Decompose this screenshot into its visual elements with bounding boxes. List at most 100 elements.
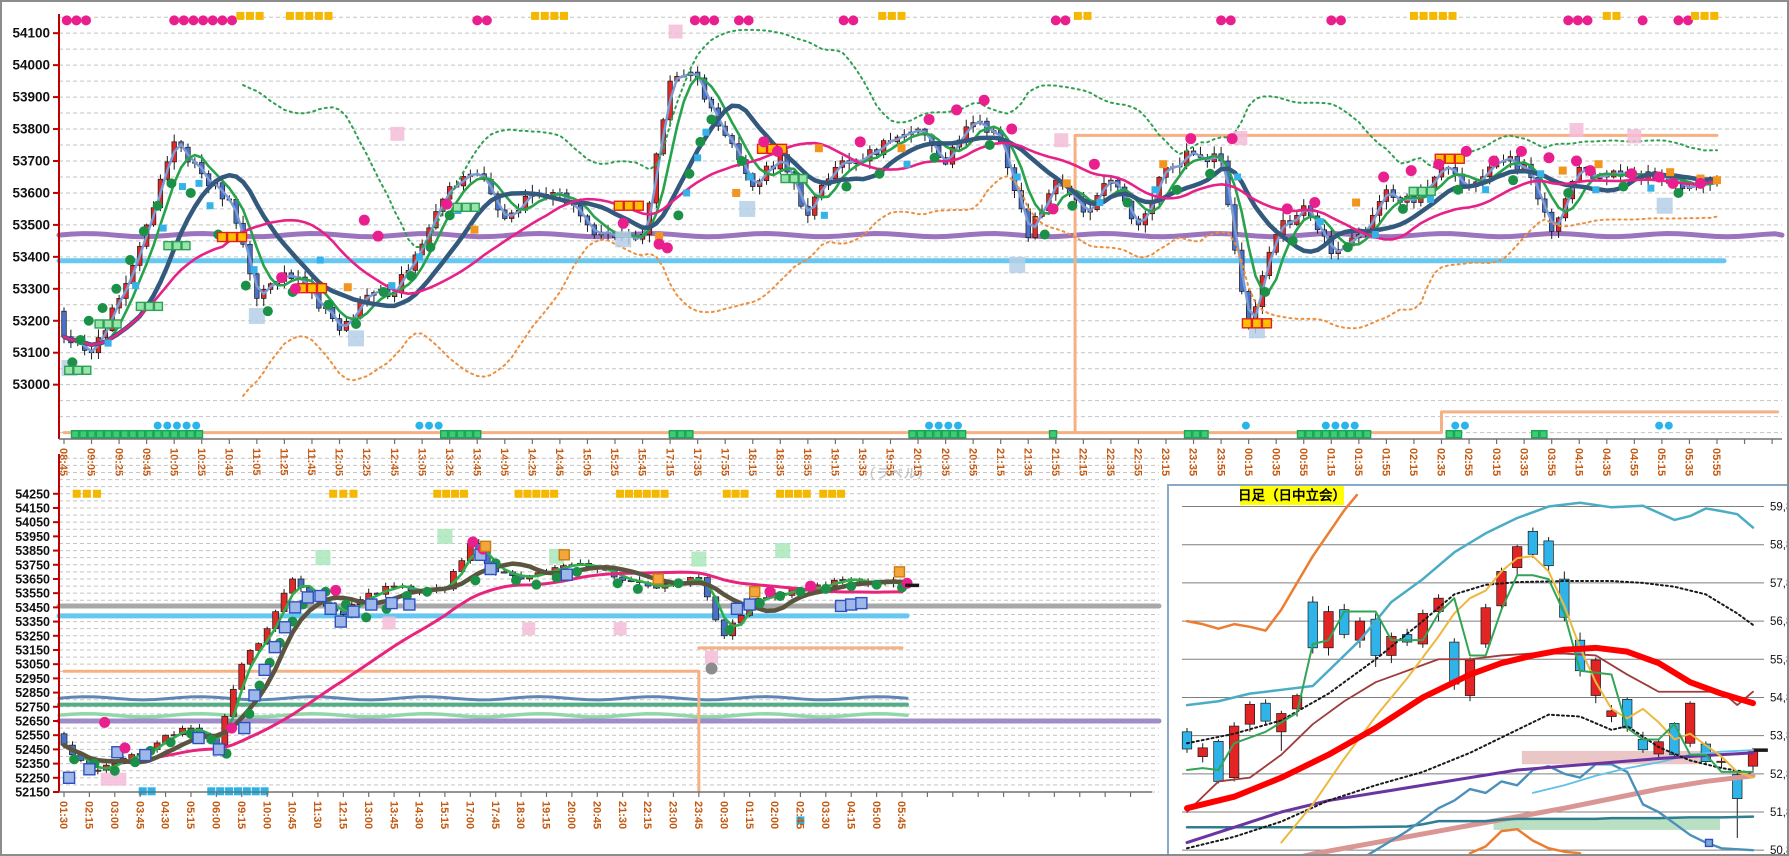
svg-text:53600: 53600: [12, 185, 50, 200]
svg-text:01:35: 01:35: [1352, 448, 1364, 476]
svg-text:18:30: 18:30: [514, 801, 526, 829]
svg-text:52750: 52750: [15, 700, 50, 714]
svg-text:09:25: 09:25: [112, 448, 124, 476]
svg-text:04:15: 04:15: [1572, 448, 1584, 476]
svg-text:02:15: 02:15: [83, 801, 95, 829]
svg-text:00:35: 00:35: [1269, 448, 1281, 476]
svg-text:日足（日中立会）: 日足（日中立会）: [1238, 487, 1346, 503]
svg-text:05:00: 05:00: [870, 801, 882, 829]
svg-text:50,800: 50,800: [1770, 845, 1789, 856]
svg-text:53250: 53250: [15, 629, 50, 643]
svg-text:23:15: 23:15: [1159, 448, 1171, 476]
svg-text:52,800: 52,800: [1770, 769, 1789, 781]
svg-text:20:55: 20:55: [966, 448, 978, 476]
svg-text:11:30: 11:30: [311, 801, 323, 829]
svg-text:10:25: 10:25: [195, 448, 207, 476]
svg-text:10:00: 10:00: [260, 801, 272, 829]
svg-text:56,800: 56,800: [1770, 616, 1789, 628]
svg-text:04:35: 04:35: [1600, 448, 1612, 476]
svg-text:53200: 53200: [12, 313, 50, 328]
svg-text:54,800: 54,800: [1770, 692, 1789, 704]
svg-text:04:55: 04:55: [1628, 448, 1640, 476]
svg-text:01:30: 01:30: [57, 801, 69, 829]
svg-text:53,800: 53,800: [1770, 731, 1789, 743]
svg-text:20:45: 20:45: [590, 801, 602, 829]
svg-text:03:35: 03:35: [1517, 448, 1529, 476]
svg-text:54250: 54250: [15, 487, 50, 501]
svg-text:52250: 52250: [15, 771, 50, 785]
svg-text:20:15: 20:15: [911, 448, 923, 476]
svg-text:04:15: 04:15: [844, 801, 856, 829]
svg-text:13:25: 13:25: [443, 448, 455, 476]
svg-text:18:55: 18:55: [801, 448, 813, 476]
svg-text:53700: 53700: [12, 153, 50, 168]
svg-text:53750: 53750: [15, 558, 50, 572]
svg-text:53050: 53050: [15, 658, 50, 672]
svg-text:53850: 53850: [15, 544, 50, 558]
svg-text:53100: 53100: [12, 345, 50, 360]
svg-text:05:55: 05:55: [1710, 448, 1722, 476]
svg-text:21:55: 21:55: [1049, 448, 1061, 476]
svg-text:19:35: 19:35: [856, 448, 868, 476]
svg-text:14:25: 14:25: [526, 448, 538, 476]
svg-text:22:15: 22:15: [1077, 448, 1089, 476]
svg-text:18:15: 18:15: [746, 448, 758, 476]
svg-text:17:55: 17:55: [718, 448, 730, 476]
svg-text:53500: 53500: [12, 217, 50, 232]
svg-text:52850: 52850: [15, 686, 50, 700]
svg-text:23:55: 23:55: [1214, 448, 1226, 476]
svg-text:13:00: 13:00: [362, 801, 374, 829]
svg-text:54000: 54000: [12, 58, 50, 73]
svg-text:02:00: 02:00: [768, 801, 780, 829]
svg-text:52450: 52450: [15, 743, 50, 757]
svg-text:22:55: 22:55: [1132, 448, 1144, 476]
svg-text:15:05: 15:05: [581, 448, 593, 476]
svg-text:23:00: 23:00: [667, 801, 679, 829]
svg-text:58,800: 58,800: [1770, 540, 1789, 552]
svg-text:21:15: 21:15: [994, 448, 1006, 476]
svg-text:02:15: 02:15: [1407, 448, 1419, 476]
svg-text:52650: 52650: [15, 714, 50, 728]
svg-text:53450: 53450: [15, 601, 50, 615]
svg-text:03:45: 03:45: [133, 801, 145, 829]
svg-text:12:25: 12:25: [360, 448, 372, 476]
svg-text:54150: 54150: [15, 501, 50, 515]
svg-text:09:15: 09:15: [235, 801, 247, 829]
svg-text:08:45: 08:45: [57, 448, 69, 476]
svg-text:04:30: 04:30: [159, 801, 171, 829]
svg-text:51,800: 51,800: [1770, 807, 1789, 819]
svg-text:52550: 52550: [15, 729, 50, 743]
svg-text:22:35: 22:35: [1104, 448, 1116, 476]
svg-text:00:15: 00:15: [1242, 448, 1254, 476]
svg-text:19:55: 19:55: [884, 448, 896, 476]
svg-text:15:15: 15:15: [438, 801, 450, 829]
svg-text:57,800: 57,800: [1770, 578, 1789, 590]
svg-text:10:45: 10:45: [286, 801, 298, 829]
svg-text:19:15: 19:15: [829, 448, 841, 476]
svg-text:01:15: 01:15: [1324, 448, 1336, 476]
svg-text:03:15: 03:15: [1490, 448, 1502, 476]
svg-text:02:45: 02:45: [794, 801, 806, 829]
svg-text:05:35: 05:35: [1683, 448, 1695, 476]
svg-text:01:15: 01:15: [743, 801, 755, 829]
svg-text:23:35: 23:35: [1187, 448, 1199, 476]
svg-text:05:45: 05:45: [895, 801, 907, 829]
svg-text:53650: 53650: [15, 572, 50, 586]
svg-text:53000: 53000: [12, 377, 50, 392]
svg-text:00:30: 00:30: [717, 801, 729, 829]
svg-text:19:15: 19:15: [540, 801, 552, 829]
svg-text:22:15: 22:15: [641, 801, 653, 829]
svg-text:53300: 53300: [12, 281, 50, 296]
intraday-15min-chart: 5425054150540505395053850537505365053550…: [15, 454, 1162, 829]
svg-text:53350: 53350: [15, 615, 50, 629]
svg-text:09:45: 09:45: [140, 448, 152, 476]
svg-text:11:05: 11:05: [250, 448, 262, 476]
svg-text:54050: 54050: [15, 516, 50, 530]
svg-text:00:55: 00:55: [1297, 448, 1309, 476]
svg-text:02:35: 02:35: [1435, 448, 1447, 476]
svg-text:52150: 52150: [15, 786, 50, 800]
svg-text:11:45: 11:45: [305, 448, 317, 476]
svg-text:03:00: 03:00: [108, 801, 120, 829]
svg-text:06:00: 06:00: [210, 801, 222, 829]
